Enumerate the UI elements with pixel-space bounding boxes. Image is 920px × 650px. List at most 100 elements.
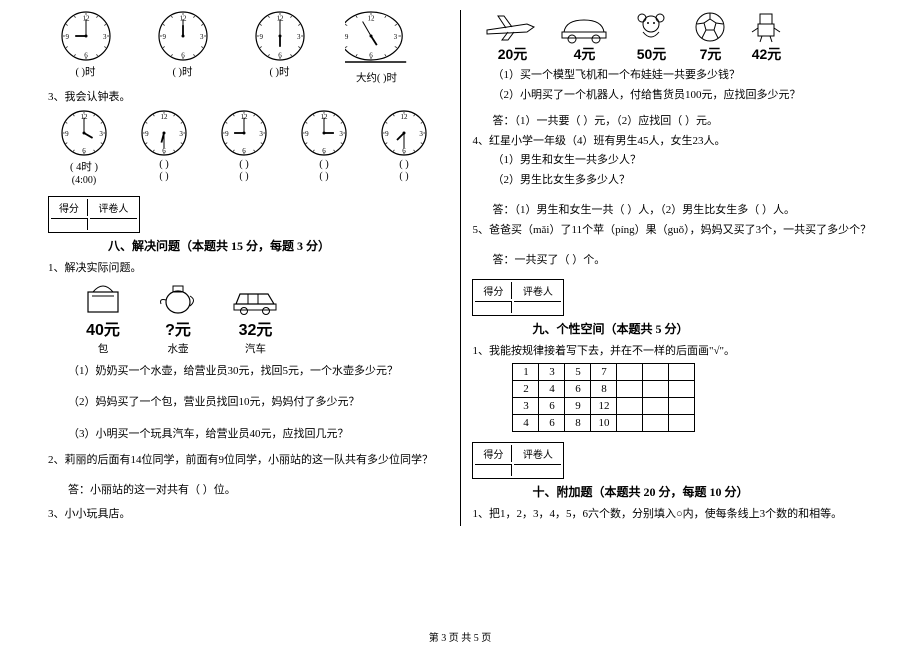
svg-text:6: 6 <box>278 52 282 60</box>
clock-icon: 12369 <box>60 10 112 62</box>
clock-label: ( ) <box>128 159 200 170</box>
clock-label: ( ) <box>368 159 440 170</box>
right-column: 20元 4元 50元 7元 42元 （1）买一个模型飞机和一个布娃娃一共要多少钱？ （2… <box>464 10 880 526</box>
toycar-icon <box>554 10 614 44</box>
doll-icon <box>626 10 676 44</box>
section-8-title: 八、解决问题（本题共 15 分，每题 3 分） <box>108 237 448 254</box>
clock-row-a: 12369( )时12369( )时12369( )时12369大约( )时 <box>48 10 448 85</box>
clock-item: 12369( )时 <box>242 10 317 85</box>
shop-price: 32元 <box>228 316 283 340</box>
grader-label: 评卷人 <box>90 199 137 216</box>
toy-price: 20元 <box>482 44 542 64</box>
clock-icon: 12369 <box>60 109 108 157</box>
pattern-cell: 10 <box>591 415 617 432</box>
plane-icon <box>482 10 542 44</box>
pattern-cell <box>669 398 695 415</box>
pattern-cell: 12 <box>591 398 617 415</box>
score-label: 得分 <box>475 445 512 462</box>
q4: 4、红星小学一年级（4）班有男生45人，女生23人。 <box>472 133 872 150</box>
clock-row-b: 12369( 4时 )(4:00)12369( )( )12369( )( )1… <box>48 109 448 186</box>
shop-item: 32元汽车 <box>228 280 283 356</box>
svg-text:9: 9 <box>145 130 149 138</box>
shop-price: 40元 <box>78 316 128 340</box>
toy-ans: 答：（1）一共要（ ）元，（2）应找回（ ）元。 <box>492 113 872 130</box>
svg-text:9: 9 <box>305 130 309 138</box>
pattern-cell <box>643 398 669 415</box>
toy-price: 4元 <box>554 44 614 64</box>
shop-name: 水壶 <box>153 341 203 356</box>
pattern-cell <box>669 381 695 398</box>
ball-icon <box>688 10 732 44</box>
shop-row: 40元包 ?元水壶 32元汽车 <box>78 280 448 356</box>
robot-icon <box>744 10 788 44</box>
pattern-cell: 8 <box>591 381 617 398</box>
pattern-cell: 3 <box>513 398 539 415</box>
pattern-cell <box>617 364 643 381</box>
pattern-cell: 9 <box>565 398 591 415</box>
svg-text:9: 9 <box>385 130 389 138</box>
clock-icon: 12369 <box>345 10 407 68</box>
pattern-cell <box>669 364 695 381</box>
clock-item: 12369( )( ) <box>128 109 200 186</box>
score-box-9: 得分评卷人 <box>472 279 872 316</box>
svg-text:9: 9 <box>225 130 229 138</box>
page-footer: 第 3 页 共 5 页 <box>0 629 920 644</box>
clock-sublabel: ( ) <box>368 171 440 182</box>
svg-text:9: 9 <box>162 33 166 41</box>
shop-item: 40元包 <box>78 280 128 356</box>
svg-text:6: 6 <box>370 52 374 60</box>
toy-row: 20元 4元 50元 7元 42元 <box>482 10 872 64</box>
svg-text:3: 3 <box>339 130 343 138</box>
svg-text:6: 6 <box>84 52 88 60</box>
clock-label: ( )时 <box>48 64 123 79</box>
clock-label: ( ) <box>208 159 280 170</box>
clock-label: ( 4时 ) <box>48 159 120 174</box>
pattern-cell: 5 <box>565 364 591 381</box>
clock-sublabel: ( ) <box>288 171 360 182</box>
toy-price: 7元 <box>688 44 732 64</box>
section-10-title: 十、附加题（本题共 20 分，每题 10 分） <box>532 483 872 500</box>
pattern-cell: 6 <box>539 398 565 415</box>
grader-label: 评卷人 <box>514 282 561 299</box>
svg-text:3: 3 <box>259 130 263 138</box>
toy-item: 42元 <box>744 10 788 64</box>
shop-name: 包 <box>78 341 128 356</box>
clock-label: 大约( )时 <box>339 70 414 85</box>
svg-text:3: 3 <box>199 33 203 41</box>
svg-text:9: 9 <box>259 33 263 41</box>
toy-price: 50元 <box>626 44 676 64</box>
ans2: 答：小丽站的这一对共有（ ）位。 <box>68 483 448 498</box>
section-9-title: 九、个性空间（本题共 5 分） <box>532 320 872 337</box>
score-box-10: 得分评卷人 <box>472 442 872 479</box>
score-label: 得分 <box>51 199 88 216</box>
pattern-cell <box>643 381 669 398</box>
q4-2: （2）男生比女生多多少人？ <box>492 172 872 189</box>
pattern-q: 1、我能按规律接着写下去，并在不一样的后面画"√"。 <box>472 343 872 360</box>
q3-title: 3、我会认钟表。 <box>48 89 448 106</box>
svg-text:6: 6 <box>242 147 246 155</box>
toy-item: 7元 <box>688 10 732 64</box>
toy-item: 20元 <box>482 10 542 64</box>
bag-icon <box>78 280 128 316</box>
toy-item: 4元 <box>554 10 614 64</box>
shop-item: ?元水壶 <box>153 280 203 356</box>
additional-q1: 1、把1，2，3，4，5，6六个数，分别填入○内，使每条线上3个数的和相等。 <box>472 506 872 523</box>
sub-q1: （1）奶奶买一个水壶，给营业员30元，找回5元，一个水壶多少元？ <box>68 364 448 379</box>
clock-icon: 12369 <box>254 10 306 62</box>
shop-name: 汽车 <box>228 341 283 356</box>
shop-price: ?元 <box>153 316 203 340</box>
q5: 5、爸爸买（mǎi）了11个苹（píng）果（guǒ），妈妈又买了3个，一共买了… <box>472 222 872 239</box>
toy-q2: （2）小明买了一个机器人，付给售货员100元，应找回多少元？ <box>492 87 872 104</box>
pattern-cell: 7 <box>591 364 617 381</box>
pattern-table: 135724683691246810 <box>512 363 695 432</box>
toy-q1: （1）买一个模型飞机和一个布娃娃一共要多少钱？ <box>492 67 872 84</box>
clock-label: ( )时 <box>242 64 317 79</box>
pattern-cell: 6 <box>565 381 591 398</box>
clock-icon: 12369 <box>157 10 209 62</box>
pattern-cell <box>669 415 695 432</box>
pattern-cell <box>643 364 669 381</box>
pattern-cell: 1 <box>513 364 539 381</box>
clock-item: 12369( 4时 )(4:00) <box>48 109 120 186</box>
pattern-cell: 6 <box>539 415 565 432</box>
kettle-icon <box>153 280 203 316</box>
